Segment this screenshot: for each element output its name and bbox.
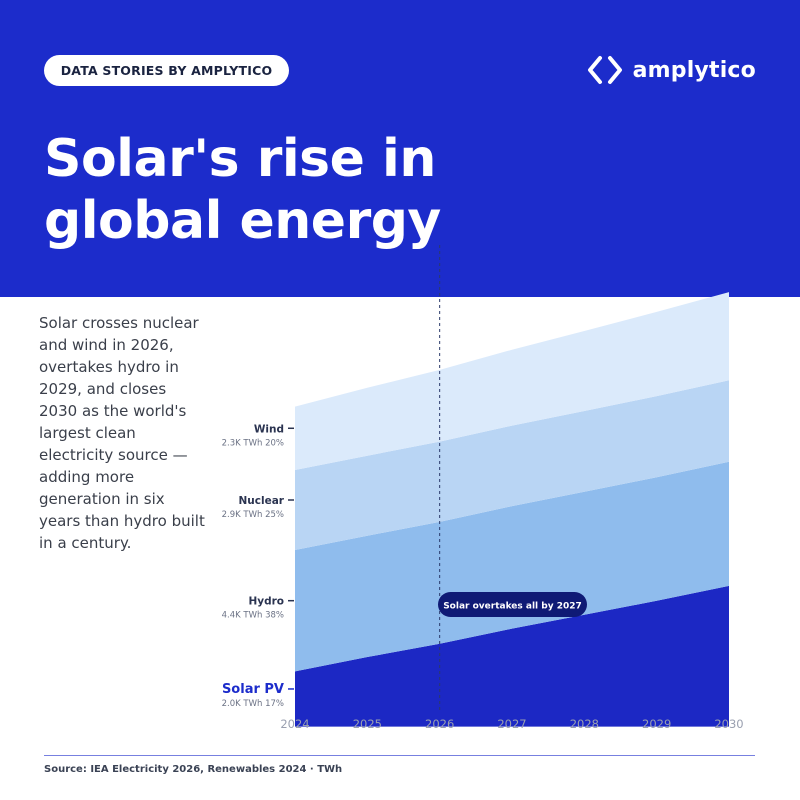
series-name-solar-pv: Solar PV <box>222 682 284 697</box>
title-line-2: global energy <box>44 191 441 251</box>
area-hydro <box>295 461 729 672</box>
x-axis-ticks: 2024 2025 2026 2027 2028 2029 2030 <box>280 717 743 731</box>
area-nuclear <box>295 380 729 550</box>
data-stories-badge: DATA STORIES BY AMPLYTICO <box>44 55 289 86</box>
series-name-nuclear: Nuclear <box>239 495 285 507</box>
area-layers <box>295 292 729 727</box>
x-tick-label-2024: 2024 <box>280 717 309 731</box>
series-value-hydro: 4.4K TWh 38% <box>222 611 284 621</box>
x-tick-label-2029: 2029 <box>642 717 671 731</box>
x-tick-label-2027: 2027 <box>497 717 526 731</box>
x-tick-label-2026: 2026 <box>425 717 454 731</box>
annotation-pill-background <box>438 592 587 617</box>
title-line-1: Solar's rise in <box>44 129 436 189</box>
x-tick-label-2025: 2025 <box>353 717 382 731</box>
area-wind <box>295 292 729 470</box>
series-name-hydro: Hydro <box>248 596 284 608</box>
chevron-brackets-icon <box>587 56 622 84</box>
brand-name: amplytico <box>632 57 756 83</box>
area-solar-pv <box>295 585 729 727</box>
series-value-solar-pv: 2.0K TWh 17% <box>222 699 284 709</box>
source-divider <box>44 755 755 756</box>
page-title: Solar's rise in global energy <box>44 128 441 252</box>
intro-text: Solar crosses nuclear and wind in 2026, … <box>39 314 205 552</box>
x-tick-label-2028: 2028 <box>570 717 599 731</box>
series-value-wind: 2.3K TWh 20% <box>222 438 284 448</box>
x-tick-label-2030: 2030 <box>714 717 743 731</box>
series-labels: Solar PV 2.0K TWh 17% Hydro 4.4K TWh 38% Nuc… <box>222 423 294 709</box>
series-value-nuclear: 2.9K TWh 25% <box>222 510 284 520</box>
annotation-text: Solar overtakes all by 2027 <box>443 602 582 612</box>
source-note: Source: IEA Electricity 2026, Renewables… <box>44 764 343 775</box>
brand-logo: amplytico <box>587 52 756 88</box>
annotation-pill: Solar overtakes all by 2027 <box>438 592 587 617</box>
series-name-wind: Wind <box>254 423 284 435</box>
header-band <box>0 0 800 297</box>
